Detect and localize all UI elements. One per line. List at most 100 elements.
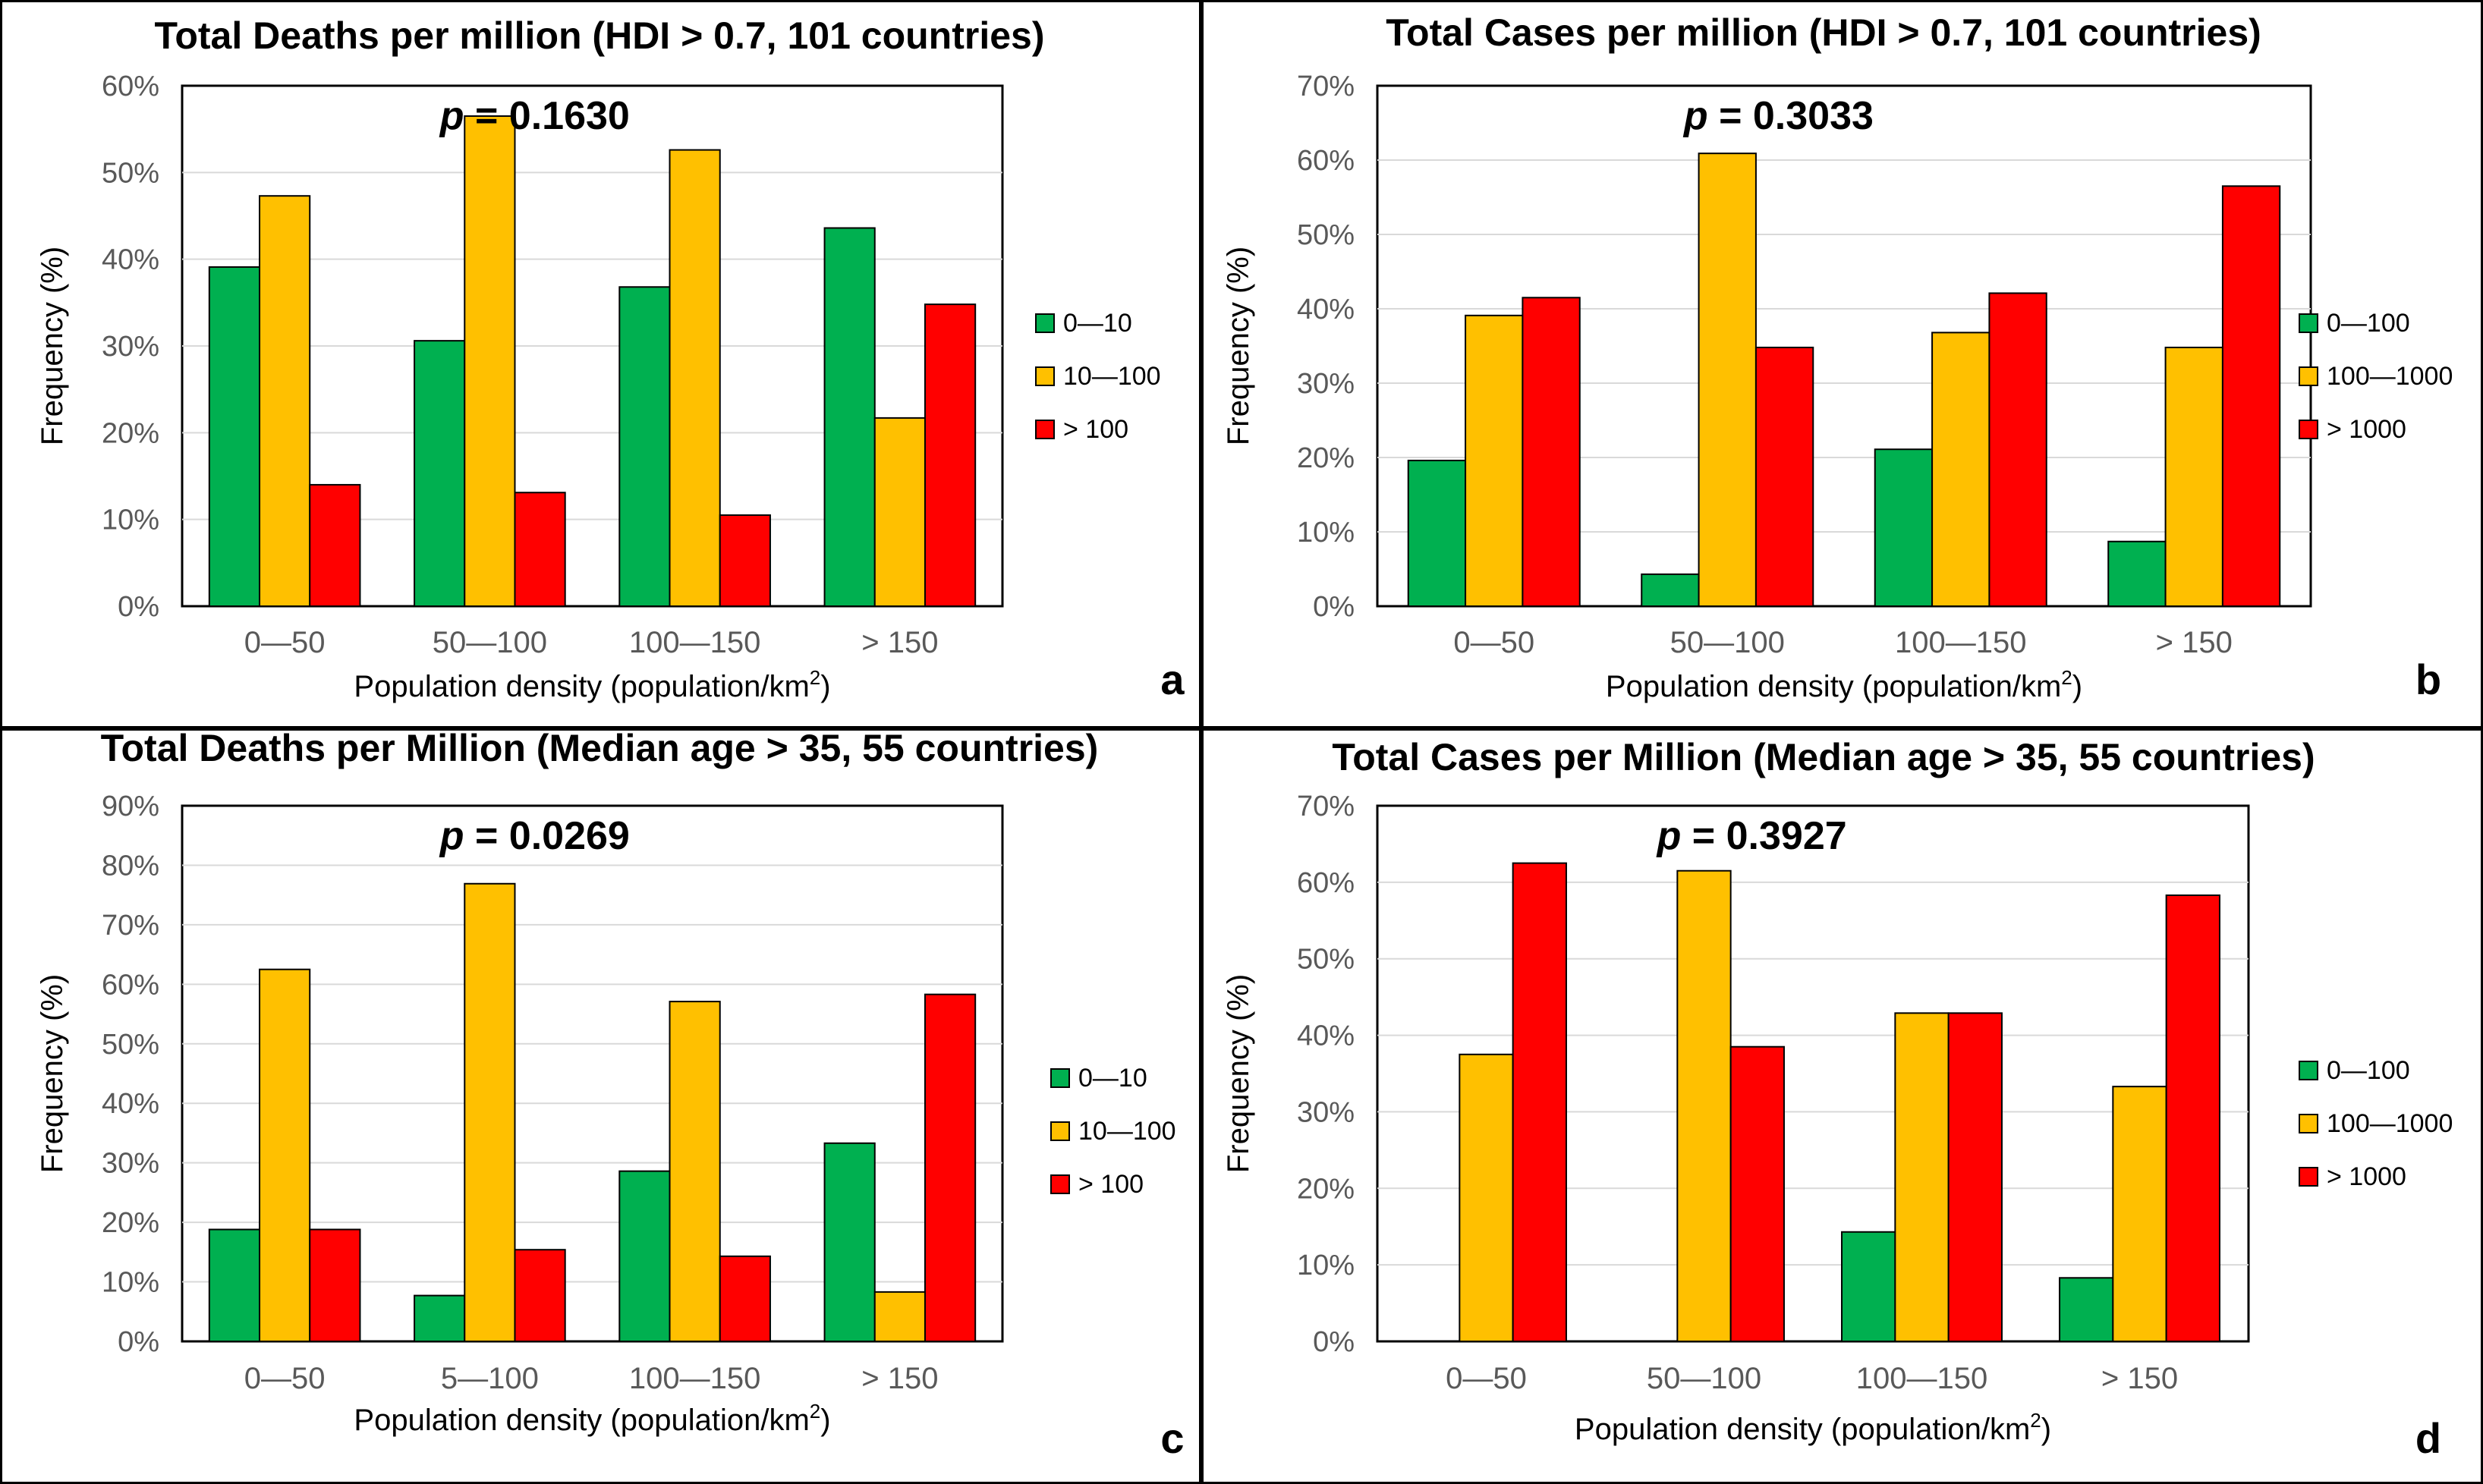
- bar: [514, 1249, 566, 1342]
- y-tick-label: 70%: [102, 910, 159, 942]
- bar: [1459, 1053, 1514, 1343]
- bar: [2112, 1086, 2167, 1343]
- legend-label: > 100: [1063, 415, 1128, 444]
- y-tick-label: 20%: [1297, 1173, 1355, 1205]
- bar: [464, 882, 516, 1342]
- legend-swatch: [2299, 1114, 2318, 1133]
- y-tick-label: 0%: [118, 591, 159, 623]
- x-tick-label: 0—50: [1453, 626, 1534, 659]
- y-tick-label: 70%: [1297, 71, 1355, 102]
- bar: [259, 968, 311, 1342]
- x-tick-label: 50—100: [433, 626, 547, 659]
- p-symbol: p: [1682, 94, 1708, 138]
- bar: [669, 1001, 721, 1343]
- x-axis-label: Population density (population/km2): [1606, 666, 2082, 703]
- bar: [873, 1291, 926, 1342]
- legend-label: 0—100: [2327, 309, 2410, 338]
- legend-swatch: [2299, 1061, 2318, 1080]
- chart-panel-a: Total Deaths per million (HDI > 0.7, 101…: [0, 0, 1201, 728]
- y-axis-label: Frequency (%): [36, 974, 69, 1173]
- x-tick-label: 0—50: [1446, 1362, 1527, 1395]
- bar: [414, 1294, 466, 1342]
- x-axis-label: Population density (population/km2): [354, 1400, 830, 1437]
- y-tick-label: 30%: [1297, 368, 1355, 400]
- bar: [259, 195, 311, 608]
- panel-border: [1201, 0, 2483, 728]
- y-tick-label: 10%: [1297, 1250, 1355, 1281]
- y-tick-label: 10%: [102, 1267, 159, 1299]
- x-axis-label-main: Population density (population/km: [1575, 1413, 2030, 1446]
- p-value-annotation: p = 0.3033: [1682, 94, 1874, 138]
- panel-label: b: [2415, 656, 2441, 703]
- x-axis-label: Population density (population/km2): [1575, 1409, 2051, 1446]
- panel-border: [0, 0, 1201, 728]
- x-tick-label: 100—150: [629, 1362, 760, 1395]
- legend-label: > 1000: [2327, 1162, 2406, 1191]
- y-tick-label: 50%: [1297, 219, 1355, 251]
- bar: [873, 417, 926, 607]
- p-symbol: p: [439, 94, 464, 138]
- p-value-annotation: p = 0.3927: [1656, 814, 1847, 858]
- chart-title: Total Cases per million (HDI > 0.7, 101 …: [1386, 11, 2261, 54]
- chart-title: Total Deaths per Million (Median age > 3…: [101, 727, 1099, 769]
- legend-swatch: [2299, 1167, 2318, 1187]
- bar: [414, 340, 466, 607]
- y-tick-label: 20%: [102, 417, 159, 449]
- x-axis-label-main: Population density (population/km: [1606, 670, 2061, 703]
- x-tick-label: 50—100: [1647, 1362, 1761, 1395]
- x-axis-label-main: Population density (population/km: [354, 670, 809, 703]
- chart-panel-c: Total Deaths per Million (Median age > 3…: [0, 727, 1201, 1484]
- bar: [464, 115, 516, 607]
- legend-swatch: [1050, 1068, 1070, 1088]
- y-axis-label: Frequency (%): [1222, 247, 1255, 445]
- x-tick-label: 0—50: [244, 626, 326, 659]
- y-tick-label: 0%: [1313, 591, 1355, 623]
- chart-panel-b: Total Cases per million (HDI > 0.7, 101 …: [1201, 0, 2483, 728]
- x-tick-label: 100—150: [629, 626, 760, 659]
- bar: [309, 1228, 361, 1342]
- y-tick-label: 30%: [102, 331, 159, 363]
- x-axis-label: Population density (population/km2): [354, 666, 830, 703]
- y-tick-label: 40%: [1297, 294, 1355, 325]
- chart-panel-d: Total Cases per Million (Median age > 35…: [1201, 728, 2483, 1484]
- x-tick-label: 100—150: [1895, 626, 2026, 659]
- legend-swatch: [1035, 313, 1055, 333]
- p-value: = 0.1630: [464, 94, 630, 138]
- legend-label: 0—10: [1063, 309, 1132, 338]
- bar: [2059, 1277, 2114, 1342]
- y-tick-label: 30%: [102, 1148, 159, 1180]
- x-axis-label-end: ): [820, 1404, 830, 1437]
- y-tick-label: 10%: [1297, 517, 1355, 549]
- legend-swatch: [2299, 420, 2318, 439]
- x-axis-label-end: ): [2072, 670, 2082, 703]
- y-tick-label: 50%: [1297, 944, 1355, 976]
- legend-swatch: [1050, 1121, 1070, 1141]
- legend-swatch: [2299, 366, 2318, 386]
- legend-swatch: [1050, 1174, 1070, 1194]
- p-value-annotation: p = 0.0269: [439, 814, 630, 858]
- y-tick-label: 40%: [102, 244, 159, 276]
- legend-swatch: [1035, 420, 1055, 439]
- panel-label: c: [1160, 1414, 1184, 1462]
- bar: [1931, 332, 1990, 607]
- bar: [309, 483, 361, 608]
- bar: [1729, 1045, 1785, 1342]
- panel-border: [1201, 728, 2483, 1484]
- bar: [719, 514, 771, 608]
- bar: [2221, 185, 2281, 608]
- legend-label: 0—100: [2327, 1056, 2410, 1085]
- legend-swatch: [1035, 366, 1055, 386]
- chart-title: Total Deaths per million (HDI > 0.7, 101…: [155, 14, 1045, 57]
- y-tick-label: 10%: [102, 505, 159, 536]
- y-tick-label: 60%: [1297, 145, 1355, 177]
- panel-border: [0, 728, 1201, 1484]
- x-axis-label-end: ): [820, 670, 830, 703]
- legend-label: > 1000: [2327, 415, 2406, 444]
- y-tick-label: 50%: [102, 157, 159, 189]
- y-tick-label: 40%: [102, 1088, 159, 1120]
- y-tick-label: 60%: [102, 71, 159, 102]
- y-tick-label: 20%: [102, 1207, 159, 1239]
- p-value: = 0.3927: [1681, 814, 1846, 858]
- y-tick-label: 40%: [1297, 1020, 1355, 1052]
